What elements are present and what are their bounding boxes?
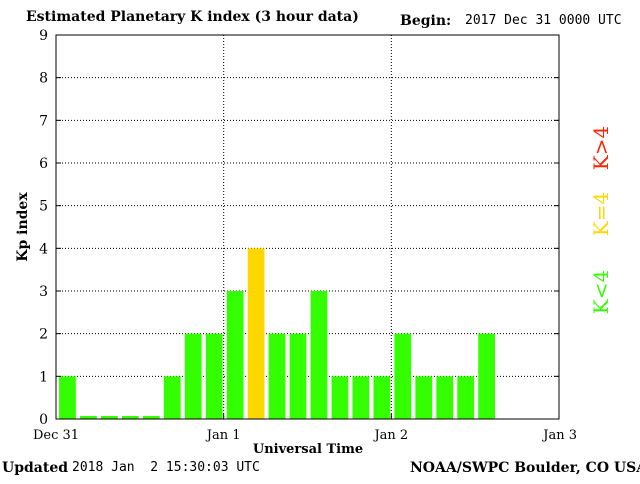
kp-bar xyxy=(331,376,349,419)
begin-label: Begin: xyxy=(400,13,452,29)
kp-bar xyxy=(121,416,139,419)
y-tick-label: 2 xyxy=(39,327,48,343)
legend: K<4 K=4 K>4 xyxy=(589,126,613,314)
y-tick-label: 3 xyxy=(39,284,48,300)
kp-bar xyxy=(415,376,433,419)
kp-bar xyxy=(268,333,286,419)
y-tick-label: 4 xyxy=(39,241,48,257)
kp-bar xyxy=(101,416,118,419)
kp-bar xyxy=(247,248,265,419)
x-tick-label: Jan 2 xyxy=(372,428,408,443)
source-credit: NOAA/SWPC Boulder, CO USA xyxy=(410,460,640,476)
x-tick-label: Jan 1 xyxy=(205,428,241,443)
x-tick-labels: Dec 31 Jan 1 Jan 2 Jan 3 xyxy=(33,414,577,443)
y-tick-label: 9 xyxy=(39,28,48,44)
grid-lines xyxy=(56,35,559,419)
legend-label: K>4 xyxy=(589,126,613,170)
y-tick-label: 6 xyxy=(39,156,48,172)
y-tick-labels: 0 1 2 3 4 5 6 7 8 9 xyxy=(39,28,559,428)
kp-bar xyxy=(352,376,370,419)
x-axis-label: Universal Time xyxy=(253,442,363,457)
legend-label: K<4 xyxy=(589,270,613,314)
kp-bar xyxy=(163,376,181,419)
kp-bar xyxy=(478,333,496,419)
y-tick-label: 8 xyxy=(39,71,48,87)
kp-bar xyxy=(205,333,223,419)
kp-bar xyxy=(59,376,76,419)
legend-label: K=4 xyxy=(589,192,613,236)
x-tick-label: Jan 3 xyxy=(541,428,577,443)
y-tick-label: 5 xyxy=(39,199,48,215)
y-tick-label: 1 xyxy=(39,369,48,385)
x-tick-label: Dec 31 xyxy=(33,428,79,443)
kp-bar xyxy=(457,376,475,419)
updated-label: Updated xyxy=(2,460,69,476)
kp-bar xyxy=(226,291,244,419)
y-axis-label: Kp index xyxy=(15,192,31,262)
plot-frame xyxy=(55,34,560,420)
chart-title: Estimated Planetary K index (3 hour data… xyxy=(26,9,359,25)
kp-bar xyxy=(394,333,412,419)
begin-value: 2017 Dec 31 0000 UTC xyxy=(465,13,622,28)
kp-bar xyxy=(373,376,391,419)
kp-bar xyxy=(80,416,97,419)
kp-bar xyxy=(142,416,160,419)
kp-bar xyxy=(436,376,454,419)
bars xyxy=(59,248,496,419)
kp-bar xyxy=(289,333,307,419)
y-tick-label: 0 xyxy=(39,412,48,428)
kp-bar xyxy=(184,333,202,419)
kp-bar xyxy=(310,291,328,419)
updated-value: 2018 Jan 2 15:30:03 UTC xyxy=(72,460,260,475)
y-tick-label: 7 xyxy=(39,113,48,129)
